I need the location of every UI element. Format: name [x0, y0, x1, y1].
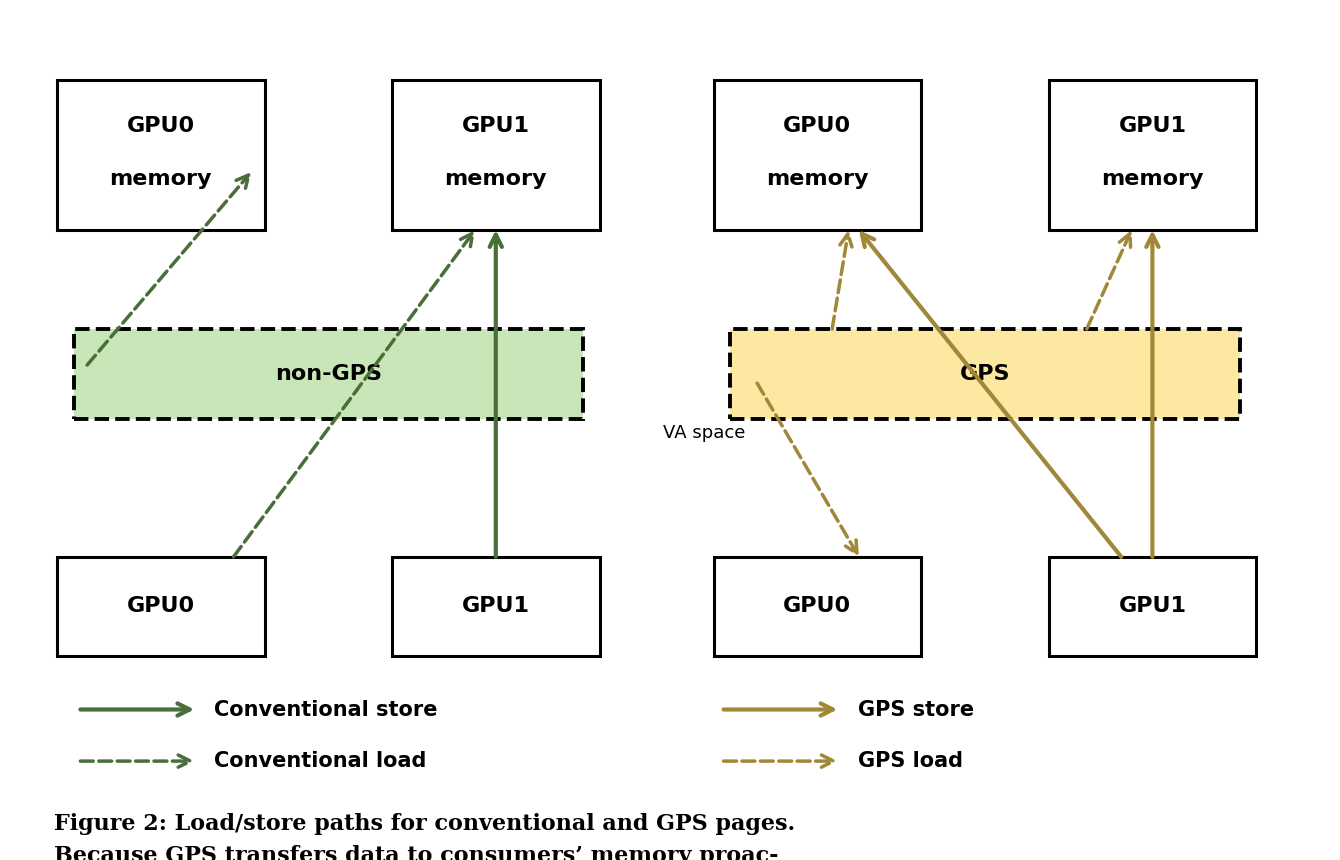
- FancyBboxPatch shape: [391, 557, 600, 655]
- Text: non-GPS: non-GPS: [275, 364, 382, 384]
- Text: memory: memory: [766, 169, 868, 189]
- Text: GPU1: GPU1: [1119, 116, 1186, 137]
- Text: memory: memory: [445, 169, 547, 189]
- Text: Conventional store: Conventional store: [214, 699, 438, 720]
- Text: GPU0: GPU0: [127, 596, 194, 617]
- FancyBboxPatch shape: [74, 329, 583, 420]
- Text: GPU0: GPU0: [784, 116, 851, 137]
- Text: Figure 2: Load/store paths for conventional and GPS pages.
Because GPS transfers: Figure 2: Load/store paths for conventio…: [54, 813, 795, 860]
- Text: GPU1: GPU1: [1119, 596, 1186, 617]
- Text: VA space: VA space: [663, 424, 745, 442]
- FancyBboxPatch shape: [713, 80, 922, 230]
- Text: memory: memory: [1101, 169, 1203, 189]
- Text: Conventional load: Conventional load: [214, 751, 426, 771]
- Text: GPS store: GPS store: [858, 699, 974, 720]
- FancyBboxPatch shape: [56, 80, 265, 230]
- Text: GPU0: GPU0: [127, 116, 194, 137]
- FancyBboxPatch shape: [1048, 80, 1257, 230]
- Text: GPS load: GPS load: [858, 751, 962, 771]
- FancyBboxPatch shape: [730, 329, 1240, 420]
- Text: memory: memory: [110, 169, 212, 189]
- FancyBboxPatch shape: [1048, 557, 1257, 655]
- FancyBboxPatch shape: [56, 557, 265, 655]
- Text: GPU1: GPU1: [462, 116, 529, 137]
- FancyBboxPatch shape: [713, 557, 922, 655]
- FancyBboxPatch shape: [391, 80, 600, 230]
- Text: GPS: GPS: [959, 364, 1010, 384]
- Text: GPU0: GPU0: [784, 596, 851, 617]
- Text: GPU1: GPU1: [462, 596, 529, 617]
